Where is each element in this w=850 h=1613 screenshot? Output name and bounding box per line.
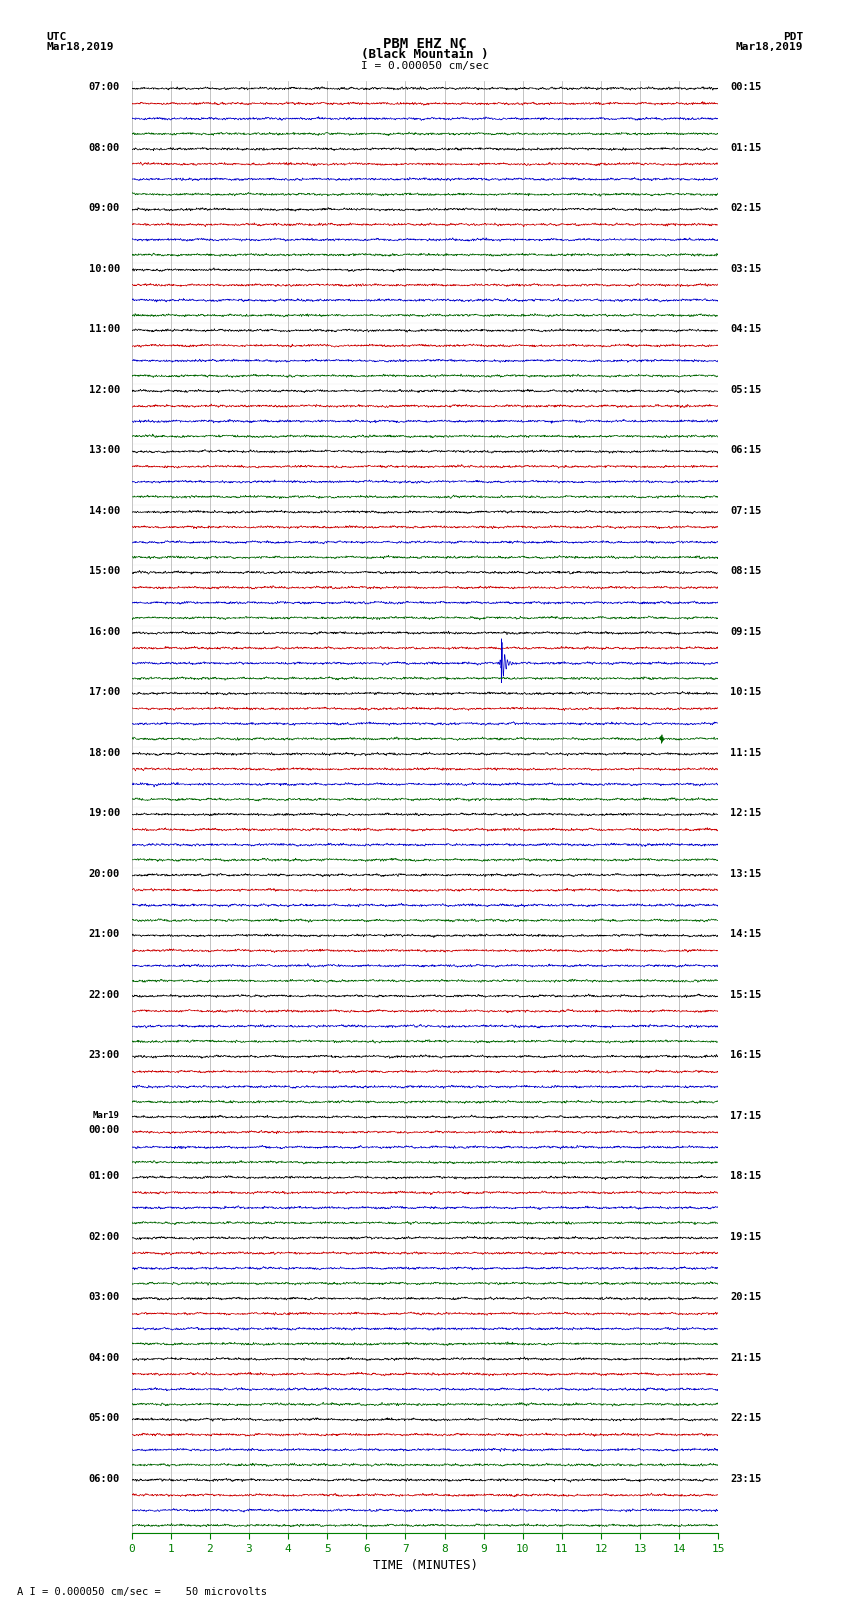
Text: 08:00: 08:00 <box>88 144 120 153</box>
Text: 04:15: 04:15 <box>730 324 762 334</box>
Text: 00:15: 00:15 <box>730 82 762 92</box>
Text: 03:00: 03:00 <box>88 1292 120 1302</box>
Text: 13:15: 13:15 <box>730 869 762 879</box>
Text: UTC: UTC <box>47 32 67 42</box>
Text: 20:00: 20:00 <box>88 869 120 879</box>
Text: 14:00: 14:00 <box>88 506 120 516</box>
Text: 19:00: 19:00 <box>88 808 120 818</box>
Text: Mar19: Mar19 <box>93 1111 120 1119</box>
Text: 03:15: 03:15 <box>730 265 762 274</box>
Text: 04:00: 04:00 <box>88 1353 120 1363</box>
Text: 21:00: 21:00 <box>88 929 120 939</box>
Text: PDT: PDT <box>783 32 803 42</box>
Text: 20:15: 20:15 <box>730 1292 762 1302</box>
Text: 16:00: 16:00 <box>88 627 120 637</box>
Text: 11:15: 11:15 <box>730 748 762 758</box>
Text: 18:00: 18:00 <box>88 748 120 758</box>
Text: 07:15: 07:15 <box>730 506 762 516</box>
Text: 02:00: 02:00 <box>88 1232 120 1242</box>
Text: 22:15: 22:15 <box>730 1413 762 1423</box>
Text: 05:15: 05:15 <box>730 386 762 395</box>
Text: 23:15: 23:15 <box>730 1474 762 1484</box>
Text: 07:00: 07:00 <box>88 82 120 92</box>
Text: 13:00: 13:00 <box>88 445 120 455</box>
Text: 12:15: 12:15 <box>730 808 762 818</box>
Text: PBM EHZ NC: PBM EHZ NC <box>383 37 467 52</box>
Text: 18:15: 18:15 <box>730 1171 762 1181</box>
Text: 10:00: 10:00 <box>88 265 120 274</box>
Text: 00:00: 00:00 <box>88 1124 120 1136</box>
Text: 08:15: 08:15 <box>730 566 762 576</box>
Text: 17:00: 17:00 <box>88 687 120 697</box>
Text: 12:00: 12:00 <box>88 386 120 395</box>
Text: 09:00: 09:00 <box>88 203 120 213</box>
Text: Mar18,2019: Mar18,2019 <box>47 42 114 52</box>
Text: 01:15: 01:15 <box>730 144 762 153</box>
Text: 09:15: 09:15 <box>730 627 762 637</box>
Text: 01:00: 01:00 <box>88 1171 120 1181</box>
Text: 14:15: 14:15 <box>730 929 762 939</box>
Text: 23:00: 23:00 <box>88 1050 120 1060</box>
Text: 16:15: 16:15 <box>730 1050 762 1060</box>
Text: 10:15: 10:15 <box>730 687 762 697</box>
Text: 06:15: 06:15 <box>730 445 762 455</box>
Text: I = 0.000050 cm/sec: I = 0.000050 cm/sec <box>361 61 489 71</box>
Text: 21:15: 21:15 <box>730 1353 762 1363</box>
Text: (Black Mountain ): (Black Mountain ) <box>361 48 489 61</box>
Text: 17:15: 17:15 <box>730 1111 762 1121</box>
Text: 06:00: 06:00 <box>88 1474 120 1484</box>
Text: 19:15: 19:15 <box>730 1232 762 1242</box>
Text: 05:00: 05:00 <box>88 1413 120 1423</box>
Text: 22:00: 22:00 <box>88 990 120 1000</box>
Text: Mar18,2019: Mar18,2019 <box>736 42 803 52</box>
X-axis label: TIME (MINUTES): TIME (MINUTES) <box>372 1560 478 1573</box>
Text: 15:00: 15:00 <box>88 566 120 576</box>
Text: A I = 0.000050 cm/sec =    50 microvolts: A I = 0.000050 cm/sec = 50 microvolts <box>17 1587 267 1597</box>
Text: 02:15: 02:15 <box>730 203 762 213</box>
Text: 11:00: 11:00 <box>88 324 120 334</box>
Text: 15:15: 15:15 <box>730 990 762 1000</box>
